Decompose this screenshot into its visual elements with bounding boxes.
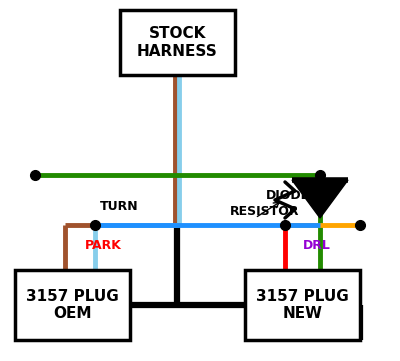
- Text: DIODE: DIODE: [266, 189, 310, 202]
- Text: TURN: TURN: [100, 200, 139, 213]
- FancyBboxPatch shape: [245, 270, 360, 340]
- Text: 3157 PLUG
OEM: 3157 PLUG OEM: [26, 289, 119, 321]
- Text: RESISTOR: RESISTOR: [230, 205, 300, 218]
- Polygon shape: [292, 180, 348, 218]
- Text: GROUND: GROUND: [38, 319, 99, 332]
- FancyBboxPatch shape: [120, 10, 235, 75]
- Text: DRL: DRL: [303, 239, 331, 252]
- Text: STOCK
HARNESS: STOCK HARNESS: [137, 26, 218, 59]
- Text: 3157 PLUG
NEW: 3157 PLUG NEW: [256, 289, 349, 321]
- FancyBboxPatch shape: [15, 270, 130, 340]
- Text: PARK: PARK: [85, 239, 122, 252]
